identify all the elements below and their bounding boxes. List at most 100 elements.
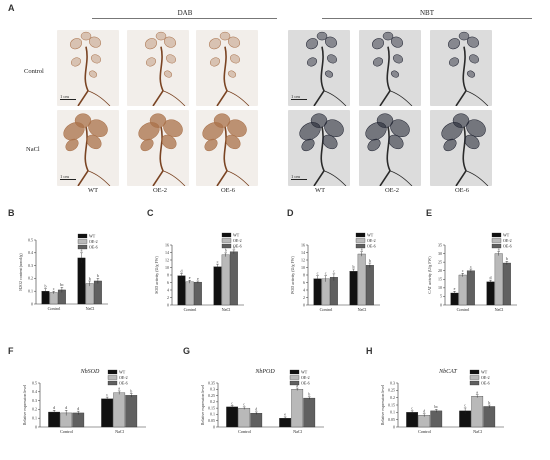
y-tick-label: 0.2 <box>390 395 395 400</box>
y-tick-label: 20 <box>438 268 442 273</box>
significance-letter: b <box>353 264 355 269</box>
x-tick-label: Control <box>48 306 62 311</box>
photo-control-dab-oe6 <box>196 30 258 106</box>
bar <box>49 292 58 305</box>
dab-header-line <box>92 18 277 19</box>
nbt-header-line <box>322 18 532 19</box>
significance-letter: e <box>284 412 286 417</box>
y-tick-label: 0.35 <box>208 380 215 385</box>
photo-nacl-nbt-oe2 <box>359 110 421 186</box>
panel-label-b: B <box>8 208 15 218</box>
panel-label-e: E <box>426 208 433 218</box>
scale-bar: 1 cm <box>60 174 76 180</box>
scale-bar-line <box>291 179 307 180</box>
legend-label: WT <box>301 370 308 375</box>
significance-letter: d <box>255 407 257 412</box>
bar <box>450 292 459 306</box>
legend-label: OE-6 <box>89 245 98 250</box>
bar <box>303 397 316 428</box>
significance-letter: c <box>217 259 219 264</box>
photo-control-dab-oe2 <box>127 30 189 106</box>
y-tick-label: 0.5 <box>28 237 33 242</box>
y-tick-label: 10 <box>438 285 442 290</box>
bar <box>221 254 230 306</box>
y-tick-label: 8 <box>303 272 305 277</box>
y-tick-label: 0.5 <box>32 380 37 385</box>
legend-swatch <box>77 244 88 250</box>
significance-letter: b <box>97 273 99 278</box>
panel-label-g: G <box>183 346 191 356</box>
legend-label: WT <box>119 370 126 375</box>
significance-letter: d <box>181 268 183 273</box>
bar <box>502 262 511 306</box>
legend-label: WT <box>367 233 374 238</box>
y-tick-label: 0.2 <box>210 399 215 404</box>
bar <box>113 392 126 428</box>
bar <box>101 398 114 428</box>
y-axis-label: POD activity (U/g FW) <box>290 256 295 294</box>
panel-label-c: C <box>147 208 154 218</box>
significance-letter: c <box>411 406 413 411</box>
y-tick-label: 8 <box>167 272 169 277</box>
legend-label: OE-2 <box>301 375 310 380</box>
scale-bar-label: 1 cm <box>291 94 300 99</box>
significance-letter: a <box>476 390 478 395</box>
col-label-dab-wt: WT <box>87 187 99 194</box>
legend-label: WT <box>233 233 240 238</box>
panel-label-a: A <box>8 3 15 13</box>
significance-letter: b <box>89 276 91 281</box>
y-axis-label: Relative expression level <box>380 384 385 425</box>
legend-swatch <box>491 232 502 238</box>
legend-label: OE-2 <box>119 375 128 380</box>
bar <box>229 251 238 306</box>
legend-swatch <box>221 243 232 249</box>
x-tick-label: Control <box>184 307 198 312</box>
col-label-dab-oe6: OE-6 <box>220 187 236 194</box>
bar <box>226 406 239 428</box>
bar <box>250 413 263 428</box>
y-tick-label: 16 <box>301 242 305 247</box>
y-tick-label: 0.4 <box>32 389 37 394</box>
bar <box>77 257 86 305</box>
scale-bar-line <box>60 179 76 180</box>
significance-letter: d <box>490 275 492 280</box>
y-tick-label: 6 <box>167 280 169 285</box>
x-tick-label: NaCl <box>115 429 125 434</box>
x-tick-label: NaCl <box>293 429 303 434</box>
photo-control-nbt-wt <box>288 30 350 106</box>
legend-swatch <box>107 380 118 386</box>
bar <box>365 265 374 306</box>
y-tick-label: 0.3 <box>28 263 33 268</box>
significance-letter: c <box>333 269 335 274</box>
y-tick-label: 0 <box>440 302 442 307</box>
y-tick-label: 0.2 <box>28 276 33 281</box>
bar <box>93 280 102 305</box>
scale-bar-line <box>291 99 307 100</box>
y-tick-label: 0.15 <box>208 405 215 410</box>
bar <box>41 291 50 305</box>
significance-letter: a <box>81 248 83 253</box>
scale-bar-label: 1 cm <box>60 94 69 99</box>
legend-label: WT <box>481 370 488 375</box>
legend-label: OE-2 <box>503 238 512 243</box>
legend-swatch <box>221 232 232 238</box>
photo-control-dab-wt <box>57 30 119 106</box>
bar <box>291 389 304 428</box>
bar <box>185 281 194 306</box>
legend-swatch <box>469 380 480 386</box>
y-tick-label: 30 <box>438 251 442 256</box>
bar <box>72 412 85 428</box>
photo-control-nbt-oe2 <box>359 30 421 106</box>
y-axis-label: H2O2 content (umol/g) <box>18 253 23 291</box>
photo-nacl-dab-oe2 <box>127 110 189 186</box>
bar <box>459 410 472 428</box>
y-tick-label: 0 <box>31 301 33 306</box>
y-tick-label: 0.05 <box>388 417 395 422</box>
bar <box>430 410 443 428</box>
significance-letter: e <box>189 275 191 280</box>
x-tick-label: Control <box>457 307 471 312</box>
y-tick-label: 25 <box>438 259 442 264</box>
gene-label-nbsod: NbSOD <box>80 369 100 375</box>
bar <box>48 411 61 428</box>
y-tick-label: 0.15 <box>388 402 395 407</box>
